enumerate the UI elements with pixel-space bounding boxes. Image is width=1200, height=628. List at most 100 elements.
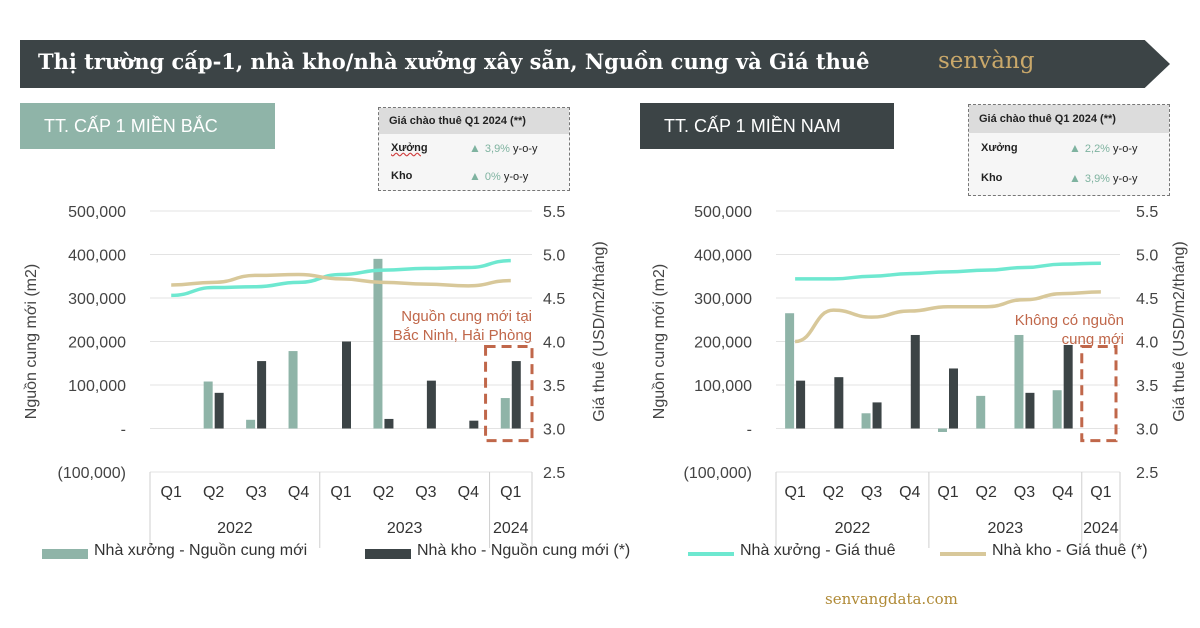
legend-swatch-warehouse-supply [365, 549, 411, 559]
south-y-tick-label: 300,000 [694, 291, 752, 308]
legend-swatch-factory-rent [688, 552, 734, 556]
south-bar-warehouse [949, 368, 958, 429]
north-x-tick-label: Q3 [415, 484, 436, 501]
north-x-tick-label: Q1 [500, 484, 521, 501]
north-annotation-text: Bắc Ninh, Hải Phòng [393, 327, 532, 344]
north-x-tick-label: Q1 [330, 484, 351, 501]
north-year-label: 2022 [217, 520, 253, 537]
south-bar-warehouse [1025, 392, 1035, 429]
price-box-title: Giá chào thuê Q1 2024 (**) [379, 108, 569, 134]
price-change-suffix: y-o-y [1113, 143, 1138, 155]
north-y2-tick-label: 3.5 [543, 378, 565, 395]
north-bar-warehouse [426, 380, 436, 429]
north-bar-warehouse [342, 341, 351, 429]
triangle-up-icon: ▲ [469, 141, 481, 155]
south-y-tick-label: 400,000 [694, 248, 752, 265]
north-y2-axis-title: Giá thuê (USD/m2/tháng) [591, 241, 608, 422]
price-change-suffix: y-o-y [1113, 173, 1138, 185]
north-line-factory-rent [171, 258, 511, 298]
footer-site: senvangdata.com [825, 590, 958, 608]
price-row-warehouse: Kho ▲ 0% y-o-y [379, 162, 569, 190]
north-line-warehouse-rent [171, 272, 511, 288]
south-x-tick-label: Q4 [1052, 484, 1073, 501]
price-box-north: Giá chào thuê Q1 2024 (**) Xưởng ▲ 3,9% y… [378, 107, 570, 191]
price-row-name: Kho [981, 172, 1003, 184]
south-y2-tick-label: 3.0 [1136, 422, 1158, 439]
south-x-tick-label: Q4 [899, 484, 920, 501]
south-annotation-text: cung mới [1062, 331, 1124, 348]
south-x-tick-label: Q2 [976, 484, 997, 501]
south-bar-factory [976, 395, 986, 429]
price-box-south: Giá chào thuê Q1 2024 (**) Xưởng ▲ 2,2% y… [968, 104, 1170, 196]
south-bar-warehouse [872, 402, 882, 429]
north-bar-factory [373, 258, 383, 429]
region-label-north: TT. CẤP 1 MIỀN BẮC [20, 103, 275, 149]
north-bar-factory [288, 351, 298, 429]
south-line-warehouse-rent [794, 290, 1101, 344]
south-x-tick-label: Q2 [823, 484, 844, 501]
legend-item-warehouse-supply: Nhà kho - Nguồn cung mới (*) [417, 542, 631, 559]
south-annotation-text: Không có nguồn [1015, 312, 1124, 329]
south-y-tick-label: - [747, 422, 752, 439]
north-y-tick-label: - [121, 422, 126, 439]
price-change-value: 3,9% [484, 143, 510, 155]
north-bar-factory [203, 381, 213, 429]
south-y2-tick-label: 5.0 [1136, 248, 1158, 265]
north-y-tick-label: 500,000 [68, 204, 126, 221]
north-bar-factory [500, 398, 510, 429]
south-y2-tick-label: 3.5 [1136, 378, 1158, 395]
north-y-tick-label: 400,000 [68, 248, 126, 265]
price-box-title: Giá chào thuê Q1 2024 (**) [969, 105, 1169, 133]
south-x-tick-label: Q1 [1090, 484, 1111, 501]
south-y-tick-label: 200,000 [694, 335, 752, 352]
south-year-label: 2024 [1083, 520, 1119, 537]
triangle-up-icon: ▲ [1069, 171, 1081, 185]
north-highlight-box [484, 345, 534, 443]
south-y-tick-label: (100,000) [684, 465, 753, 482]
north-bar-warehouse [257, 361, 267, 429]
north-x-tick-label: Q2 [373, 484, 394, 501]
south-y-tick-label: 500,000 [694, 204, 752, 221]
triangle-up-icon: ▲ [469, 169, 481, 183]
north-bar-warehouse [511, 361, 521, 429]
north-x-tick-label: Q2 [203, 484, 224, 501]
legend-swatch-factory-supply [42, 549, 88, 559]
north-x-tick-label: Q4 [288, 484, 309, 501]
north-x-tick-label: Q4 [458, 484, 479, 501]
north-y2-tick-label: 4.5 [543, 291, 565, 308]
price-row-name: Xưởng [981, 142, 1018, 154]
south-y-tick-label: 100,000 [694, 378, 752, 395]
north-annotation-text: Nguồn cung mới tại [401, 308, 532, 325]
south-bar-warehouse [910, 334, 920, 429]
north-bar-warehouse [384, 418, 394, 429]
south-bar-factory [861, 413, 871, 429]
south-y2-tick-label: 5.5 [1136, 204, 1158, 221]
north-y-tick-label: 100,000 [68, 378, 126, 395]
price-row-factory: Xưởng ▲ 3,9% y-o-y [379, 134, 569, 162]
north-y2-tick-label: 3.0 [543, 422, 565, 439]
legend-item-warehouse-rent: Nhà kho - Giá thuê (*) [992, 542, 1148, 559]
north-y2-tick-label: 5.5 [543, 204, 565, 221]
north-y-tick-label: 300,000 [68, 291, 126, 308]
south-x-tick-label: Q1 [784, 484, 805, 501]
south-bar-factory [1052, 390, 1062, 429]
south-bar-warehouse [1063, 344, 1073, 429]
south-y2-tick-label: 4.5 [1136, 291, 1158, 308]
price-row-factory: Xưởng ▲ 2,2% y-o-y [969, 133, 1169, 163]
south-bar-factory [938, 428, 947, 432]
north-bar-warehouse [469, 420, 479, 429]
north-year-label: 2024 [493, 520, 529, 537]
south-bar-warehouse [796, 380, 806, 429]
triangle-up-icon: ▲ [1069, 141, 1081, 155]
south-bar-factory [785, 313, 795, 429]
north-y2-tick-label: 2.5 [543, 465, 565, 482]
price-row-name: Kho [391, 170, 413, 182]
page-title: Thị trường cấp-1, nhà kho/nhà xưởng xây … [38, 49, 870, 74]
price-row-warehouse: Kho ▲ 3,9% y-o-y [969, 163, 1169, 193]
south-line-factory-rent [795, 261, 1101, 281]
north-y-axis-title: Nguồn cung mới (m2) [23, 264, 40, 419]
south-x-tick-label: Q3 [1014, 484, 1035, 501]
brand-logo: senvàng [938, 48, 1035, 74]
south-y2-axis-title: Giá thuê (USD/m2/tháng) [1171, 241, 1188, 422]
